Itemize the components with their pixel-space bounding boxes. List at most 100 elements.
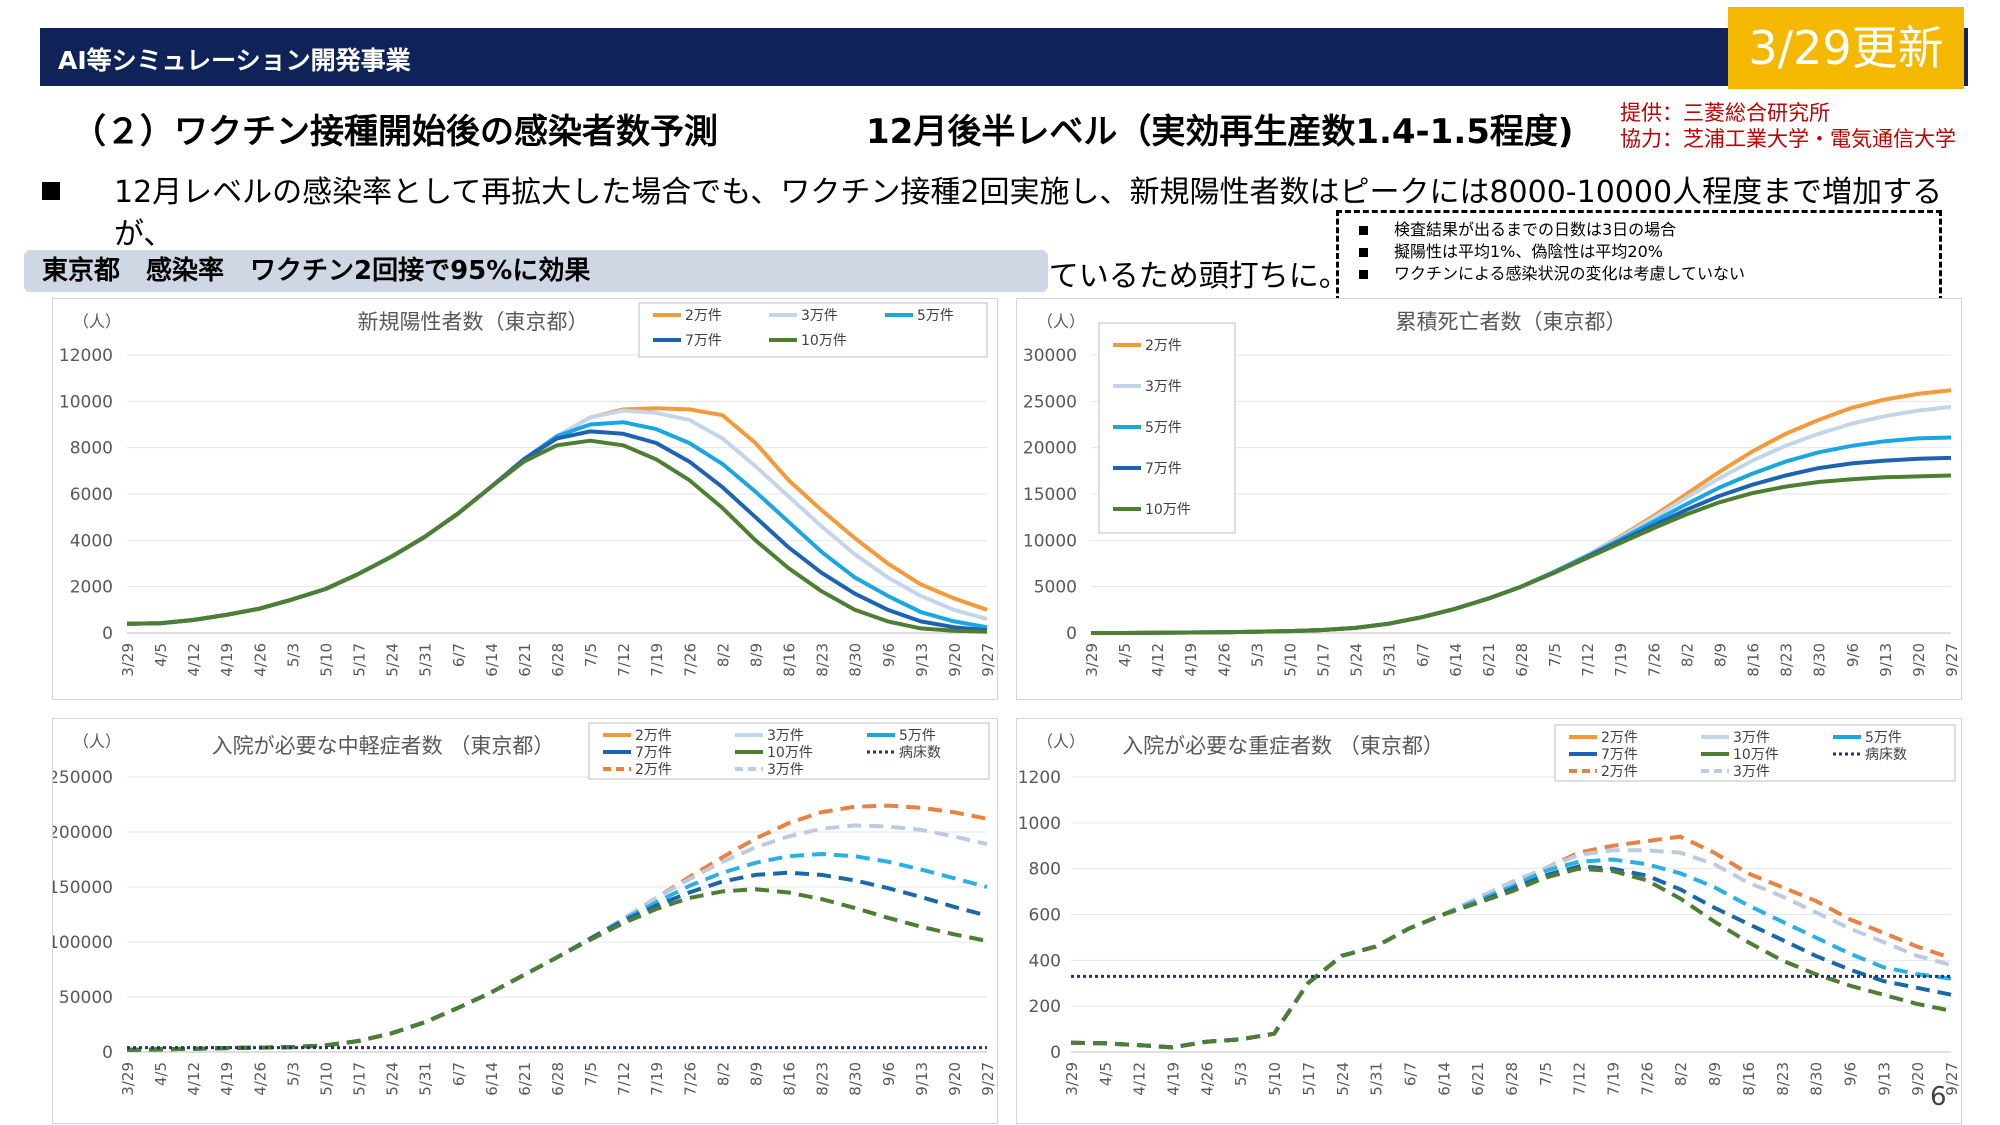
chart-svg: 0 50000 100000 150000 200000 250000 （人） 入院が必要な中… <box>53 722 997 1096</box>
series-line <box>126 803 988 1052</box>
x-tick-label: 9/6 <box>880 1062 898 1086</box>
chart-svg: 0 5000 10000 15000 20000 25000 30000 （人） 累積死亡者数（… <box>1023 310 1961 677</box>
x-tick-label: 4/12 <box>1149 643 1167 677</box>
y-tick-label: 8000 <box>70 439 113 459</box>
x-tick-label: 8/30 <box>847 1062 865 1096</box>
x-tick-label: 4/26 <box>251 643 269 677</box>
x-tick-label: 6/7 <box>450 1062 468 1086</box>
y-tick-label: 15000 <box>1023 485 1077 505</box>
x-tick-label: 6/28 <box>1513 643 1531 677</box>
slide-subtitle: （２）ワクチン接種開始後の感染者数予測 <box>72 112 718 152</box>
x-tick-label: 3/29 <box>119 1062 137 1096</box>
x-tick-label: 5/3 <box>1232 1062 1250 1086</box>
page-number: 6 <box>1930 1082 1947 1112</box>
x-tick-label: 6/14 <box>483 1062 501 1096</box>
x-tick-label: 7/19 <box>648 643 666 677</box>
x-tick-label: 9/27 <box>979 643 997 677</box>
x-tick-label: 9/6 <box>1844 643 1862 667</box>
legend-label: 3万件 <box>767 762 804 778</box>
legend-label: 2万件 <box>685 308 722 324</box>
y-tick-label: 6000 <box>70 485 113 505</box>
legend-label: 3万件 <box>1145 379 1182 395</box>
y-tick-label: 250000 <box>53 768 113 788</box>
series-line <box>1070 866 1952 1050</box>
x-tick-label: 8/16 <box>781 1062 799 1096</box>
x-tick-label: 5/17 <box>351 643 369 677</box>
x-tick-label: 5/31 <box>417 1062 435 1096</box>
legend-box <box>638 302 988 358</box>
x-tick-label: 6/21 <box>1469 1062 1487 1096</box>
x-tick-label: 4/5 <box>152 1062 170 1086</box>
y-tick-label: 20000 <box>1023 439 1077 459</box>
legend-label: 5万件 <box>1145 420 1182 436</box>
legend-label: 2万件 <box>1601 764 1638 780</box>
x-tick-label: 8/23 <box>814 643 832 677</box>
x-tick-label: 4/12 <box>185 1062 203 1096</box>
x-tick-label: 7/5 <box>582 643 600 667</box>
x-tick-label: 5/31 <box>1368 1062 1386 1096</box>
x-tick-label: 9/20 <box>1910 643 1928 677</box>
x-tick-label: 4/12 <box>185 643 203 677</box>
top-bar: AI等シミュレーション開発事業 <box>40 28 1968 86</box>
y-tick-label: 50000 <box>59 988 113 1008</box>
y-tick-label: 25000 <box>1023 392 1077 412</box>
series-line <box>126 870 988 1052</box>
x-tick-label: 4/19 <box>1165 1062 1183 1096</box>
legend-label: 2万件 <box>1601 730 1638 746</box>
legend-label: 10万件 <box>1145 502 1191 518</box>
y-tick-label: 0 <box>1050 1043 1061 1063</box>
x-tick-label: 4/5 <box>152 643 170 667</box>
series-line <box>126 823 988 1052</box>
y-tick-label: 800 <box>1029 860 1061 880</box>
y-tick-label: 400 <box>1029 951 1061 971</box>
x-tick-label: 6/28 <box>1503 1062 1521 1096</box>
x-tick-label: 7/5 <box>1537 1062 1555 1086</box>
org-title: AI等シミュレーション開発事業 <box>58 46 411 75</box>
x-tick-label: 8/2 <box>714 643 732 667</box>
x-tick-label: 5/10 <box>1281 643 1299 677</box>
legend-label: 病床数 <box>1865 747 1907 763</box>
x-tick-label: 6/21 <box>1480 643 1498 677</box>
x-tick-label: 8/2 <box>714 1062 732 1086</box>
legend-label: 2万件 <box>1145 338 1182 354</box>
legend-label: 2万件 <box>635 728 672 744</box>
y-tick-label: 2000 <box>70 578 113 598</box>
x-tick-label: 5/10 <box>1266 1062 1284 1096</box>
scenario-title: 12月後半レベル（実効再生産数1.4-1.5程度) <box>866 112 1574 152</box>
summary-line-1: 12月レベルの感染率として再拡大した場合でも、ワクチン接種2回実施し、新規陽性者… <box>114 175 1943 252</box>
x-tick-label: 9/13 <box>913 643 931 677</box>
y-tick-label: 0 <box>102 1043 113 1063</box>
x-tick-label: 8/2 <box>1672 1062 1690 1086</box>
chart-panel-moderate-inpatients: 0 50000 100000 150000 200000 250000 （人） 入院が必要な中… <box>52 718 998 1124</box>
note-item: 擬陽性は平均1%、偽陰性は平均20% <box>1339 241 1939 263</box>
note-text: ワクチンによる感染状況の変化は考慮していない <box>1394 264 1746 283</box>
x-tick-label: 7/26 <box>1638 1062 1656 1096</box>
y-tick-label: 200 <box>1029 997 1061 1017</box>
x-tick-label: 6/21 <box>516 1062 534 1096</box>
note-bullet-icon <box>1359 269 1368 279</box>
y-tick-label: 100000 <box>53 933 113 953</box>
unit-label: （人） <box>73 732 121 751</box>
x-tick-label: 6/14 <box>483 643 501 677</box>
legend-label: 7万件 <box>1145 461 1182 477</box>
x-tick-label: 6/28 <box>549 643 567 677</box>
y-tick-label: 5000 <box>1034 578 1077 598</box>
x-tick-label: 9/20 <box>1909 1062 1927 1096</box>
x-tick-label: 6/28 <box>549 1062 567 1096</box>
note-item: 検査結果が出るまでの日数は3日の場合 <box>1339 219 1939 241</box>
legend-box <box>1554 724 1956 782</box>
y-tick-label: 200000 <box>53 823 113 843</box>
x-tick-label: 4/26 <box>251 1062 269 1096</box>
legend-label: 2万件 <box>635 762 672 778</box>
legend-label: 7万件 <box>1601 747 1638 763</box>
unit-label: （人） <box>1037 732 1085 751</box>
legend-label: 5万件 <box>899 728 936 744</box>
x-tick-label: 7/12 <box>1579 643 1597 677</box>
x-tick-label: 7/19 <box>648 1062 666 1096</box>
x-tick-label: 8/16 <box>1740 1062 1758 1096</box>
x-tick-label: 6/7 <box>1401 1062 1419 1086</box>
x-tick-label: 9/27 <box>979 1062 997 1096</box>
section-tag: 東京都 感染率 ワクチン2回接で95%に効果 <box>24 250 1048 292</box>
unit-label: （人） <box>73 312 121 331</box>
legend-label: 3万件 <box>1733 764 1770 780</box>
